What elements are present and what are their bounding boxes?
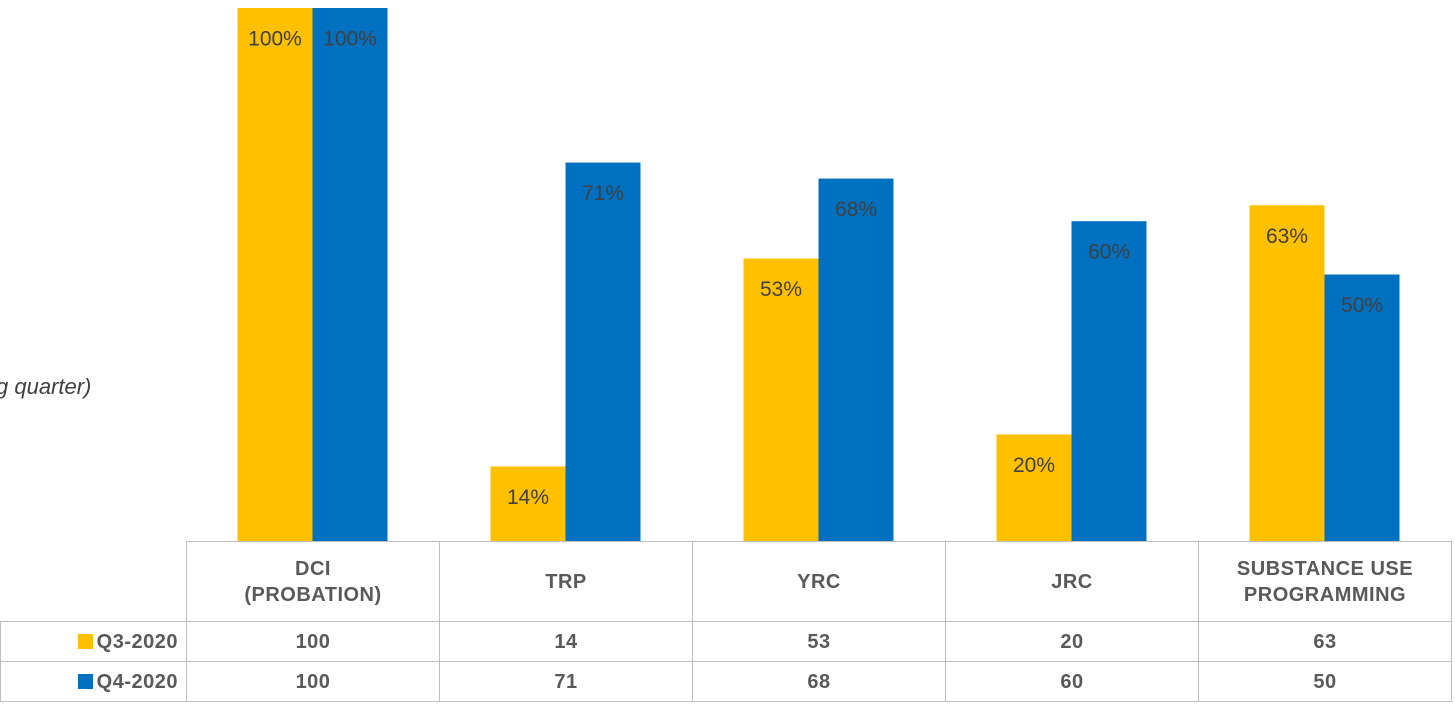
table-value: 50 (1198, 661, 1452, 702)
data-label: 50% (1341, 294, 1383, 317)
table-value: 68 (692, 661, 946, 702)
bar (237, 8, 313, 541)
data-label: 53% (760, 278, 802, 301)
bar (1071, 221, 1147, 541)
data-label: 60% (1088, 241, 1130, 264)
table-value: 71 (439, 661, 693, 702)
table-value: 100 (186, 621, 440, 662)
bar (1249, 205, 1325, 541)
data-label: 63% (1266, 225, 1308, 248)
table-value: 60 (945, 661, 1199, 702)
category-header: YRC (692, 541, 946, 622)
bar (1324, 274, 1400, 541)
bar (743, 258, 819, 541)
bar (996, 434, 1072, 541)
category-header: DCI (PROBATION) (186, 541, 440, 622)
legend-entry: Q3-2020 (0, 621, 187, 662)
table-value: 53 (692, 621, 946, 662)
legend-entry: Q4-2020 (0, 661, 187, 702)
legend-label: Q4-2020 (96, 670, 178, 693)
data-label: 68% (835, 198, 877, 221)
table-value: 14 (439, 621, 693, 662)
data-label: 100% (248, 28, 302, 51)
annotation: g quarter) (0, 374, 92, 399)
table-value: 63 (1198, 621, 1452, 662)
table-value: 100 (186, 661, 440, 702)
data-label: 14% (507, 486, 549, 509)
category-header: SUBSTANCE USE PROGRAMMING (1198, 541, 1452, 622)
category-header: TRP (439, 541, 693, 622)
bar (490, 466, 566, 541)
bar (818, 178, 894, 541)
bar (565, 162, 641, 541)
data-label: 20% (1013, 454, 1055, 477)
legend-label: Q3-2020 (96, 630, 178, 653)
bar (312, 8, 388, 541)
data-label: 71% (582, 182, 624, 205)
legend-swatch (77, 674, 93, 689)
legend-swatch (77, 634, 93, 649)
table-value: 20 (945, 621, 1199, 662)
category-header: JRC (945, 541, 1199, 622)
data-label: 100% (323, 28, 377, 51)
